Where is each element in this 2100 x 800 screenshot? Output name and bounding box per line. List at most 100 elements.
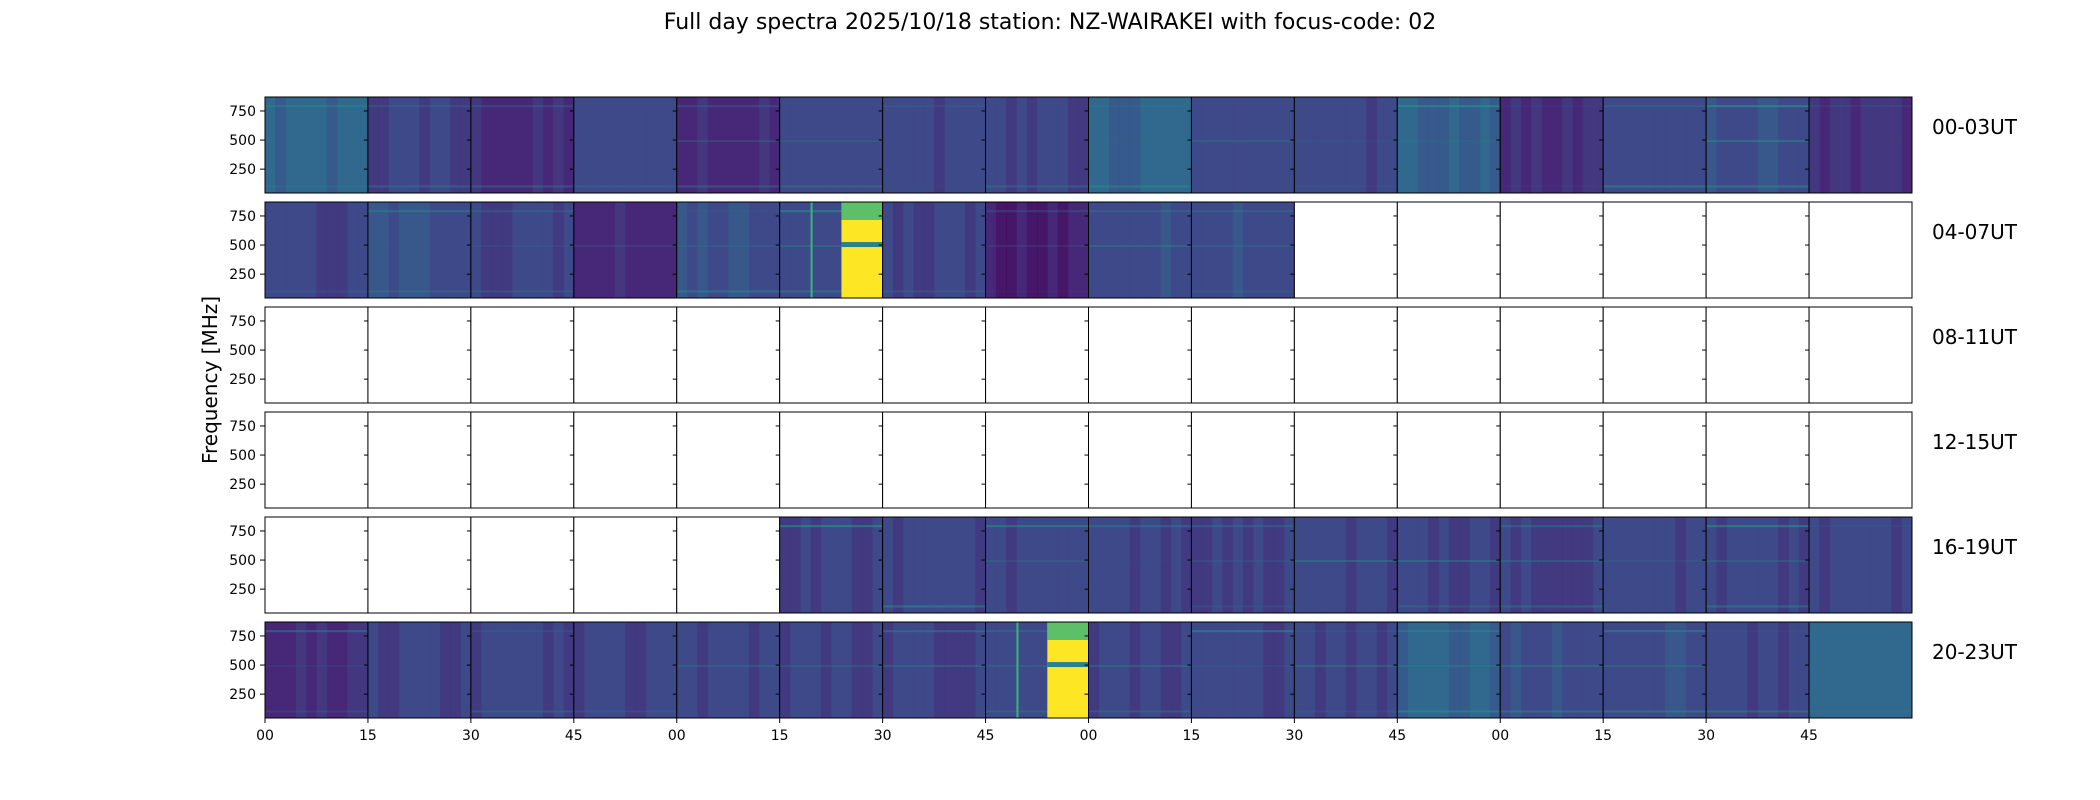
spectra-segment: [981, 96, 1089, 194]
spectra-segment: [1290, 621, 1398, 719]
empty-segment: [1599, 201, 1707, 299]
empty-segment: [466, 411, 575, 509]
y-tick-label: 500: [229, 658, 256, 674]
spectra-segment: [1187, 621, 1295, 719]
spectra-segment: [1805, 621, 1913, 719]
y-tick-label: 250: [229, 582, 256, 598]
segment-border: [1808, 621, 1913, 719]
spectra-segment: [569, 201, 678, 299]
y-tick-label: 250: [229, 477, 256, 493]
x-tick-label: 00: [668, 728, 686, 744]
empty-segment: [1702, 306, 1810, 404]
empty-segment: [1496, 306, 1604, 404]
spectra-row-12-15ut: 250 500 750 12-15UT: [229, 411, 2018, 509]
segment-border: [1808, 96, 1913, 194]
empty-segment: [878, 411, 987, 509]
x-tick-label: 30: [1697, 728, 1715, 744]
y-tick-label: 250: [229, 267, 256, 283]
spectra-segment: [1084, 516, 1192, 614]
empty-segment: [264, 411, 369, 509]
x-tick-label: 30: [1285, 728, 1303, 744]
spectra-segment: [1084, 201, 1192, 299]
empty-segment: [1084, 411, 1192, 509]
spectra-segment: [264, 621, 369, 719]
empty-segment: [363, 516, 472, 614]
row-label: 08-11UT: [1932, 325, 2018, 349]
empty-segment: [1393, 306, 1501, 404]
empty-segment: [569, 306, 678, 404]
spectra-segment: [1702, 96, 1810, 194]
spectra-segment: [1496, 516, 1604, 614]
spectra-segment: [1805, 516, 1913, 614]
y-tick-label: 750: [229, 314, 256, 330]
spectra-segment: [1084, 621, 1192, 719]
y-tick-label: 750: [229, 104, 256, 120]
x-tick-label: 15: [359, 728, 377, 744]
x-tick-label: 00: [256, 728, 274, 744]
spectra-segment: [775, 516, 884, 614]
segment-border: [1808, 411, 1913, 509]
y-tick-label: 500: [229, 553, 256, 569]
chart-title: Full day spectra 2025/10/18 station: NZ-…: [663, 10, 1437, 35]
spectra-segment: [363, 96, 472, 194]
spectra-segment: [1393, 96, 1501, 194]
empty-segment: [1702, 411, 1810, 509]
x-tick-label: 15: [1594, 728, 1612, 744]
spectra-segment: [1496, 621, 1604, 719]
spectra-segment: [264, 96, 369, 194]
y-tick-label: 250: [229, 372, 256, 388]
spectra-segment: [981, 516, 1089, 614]
spectra-segment: [363, 201, 472, 299]
y-tick-label: 750: [229, 419, 256, 435]
x-tick-label: 45: [977, 728, 995, 744]
empty-segment: [1496, 201, 1604, 299]
row-label: 04-07UT: [1932, 220, 2018, 244]
empty-segment: [1805, 201, 1913, 299]
empty-segment: [672, 306, 781, 404]
spectra-segment: [466, 621, 575, 719]
spectra-segment: [569, 96, 678, 194]
empty-segment: [775, 411, 884, 509]
x-axis: 00 15 30 45 00 15 30 45 00 15 30 45 00 15 30 45: [256, 718, 1818, 744]
empty-segment: [569, 411, 678, 509]
spectra-row-08-11ut: 250 500 750 08-11UT: [229, 306, 2018, 404]
empty-segment: [1290, 306, 1398, 404]
y-tick-label: 250: [229, 162, 256, 178]
spectra-segment: [1290, 96, 1398, 194]
empty-segment: [672, 411, 781, 509]
y-tick-label: 250: [229, 687, 256, 703]
spectra-segment: [569, 621, 678, 719]
empty-segment: [569, 516, 678, 614]
spectra-segment: [363, 621, 472, 719]
x-tick-label: 45: [1800, 728, 1818, 744]
spectra-segment: [878, 516, 987, 614]
x-tick-label: 15: [771, 728, 789, 744]
empty-segment: [981, 411, 1089, 509]
spectra-segment: [775, 96, 884, 194]
empty-segment: [1805, 411, 1913, 509]
empty-segment: [1187, 306, 1295, 404]
spectra-segment: [1599, 516, 1707, 614]
empty-segment: [1393, 411, 1501, 509]
empty-segment: [1599, 411, 1707, 509]
spectra-segment: [264, 201, 369, 299]
empty-segment: [1599, 306, 1707, 404]
spectra-segment: [878, 96, 987, 194]
spectra-segment: [878, 621, 987, 719]
empty-segment: [363, 411, 472, 509]
y-tick-label: 500: [229, 448, 256, 464]
spectra-segment: [466, 201, 575, 299]
row-label: 00-03UT: [1932, 115, 2018, 139]
empty-segment: [264, 516, 369, 614]
empty-segment: [1187, 411, 1295, 509]
empty-segment: [1393, 201, 1501, 299]
spectra-segment: [1599, 621, 1707, 719]
x-tick-label: 45: [1388, 728, 1406, 744]
spectra-segment: [878, 201, 987, 299]
empty-segment: [466, 306, 575, 404]
spectra-segment: [775, 201, 884, 299]
row-label: 20-23UT: [1932, 640, 2018, 664]
spectra-segment: [1393, 621, 1501, 719]
spectra-segment: [1702, 516, 1810, 614]
spectra-segment: [1496, 96, 1604, 194]
